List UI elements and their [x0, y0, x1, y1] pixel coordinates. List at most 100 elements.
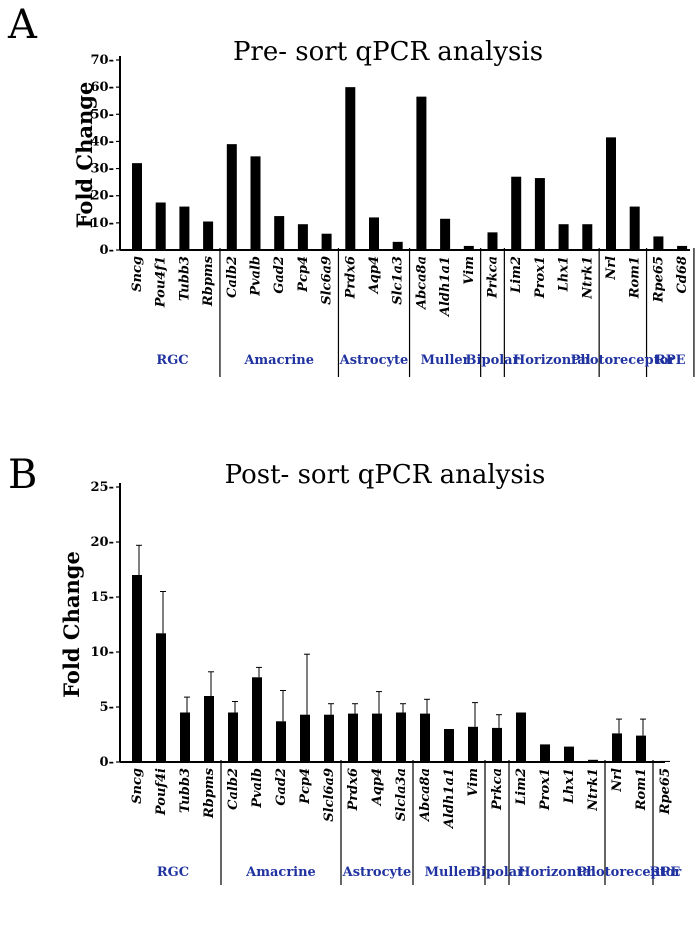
- bar-tubb3: [180, 712, 190, 762]
- x-tick-label: Gad2: [272, 256, 287, 294]
- bar-gad2: [276, 721, 286, 762]
- x-tick-label: Tubb3: [177, 256, 192, 301]
- bar-nrl: [606, 137, 616, 250]
- bar-aldh1a1: [444, 729, 454, 762]
- bar-sncg: [132, 575, 142, 762]
- x-tick-label: Cd68: [675, 256, 690, 294]
- x-tick-label: Slc1a3: [391, 256, 406, 305]
- bar-pouf4i: [156, 633, 166, 762]
- bar-rpe65: [660, 760, 670, 762]
- bar-pvalb: [250, 156, 261, 250]
- group-label-rgc: RGC: [156, 353, 188, 368]
- bar-tubb3: [179, 206, 190, 250]
- group-label-photoreceptor: Photoreceptor: [571, 353, 676, 368]
- x-tick-label: Pvalb: [249, 256, 264, 297]
- bar-pvalb: [252, 677, 262, 762]
- x-tick-label: Pcp4: [296, 256, 311, 293]
- x-tick-label: Aqp4: [367, 256, 382, 295]
- x-tick-label: Nrl: [610, 768, 625, 793]
- x-tick-label: Vim: [466, 768, 481, 797]
- x-tick-label: Gad2: [274, 768, 289, 806]
- x-tick-label: Rom1: [628, 256, 643, 299]
- x-tick-label: Rom1: [634, 768, 649, 811]
- panel-letter: B: [8, 452, 37, 498]
- y-tick-label: 20-: [91, 189, 115, 204]
- group-label-rgc: RGC: [157, 865, 189, 880]
- y-tick-label: 10-: [91, 645, 115, 660]
- y-tick-label: 50-: [91, 107, 115, 122]
- group-label-rpe: RPE: [655, 353, 686, 368]
- x-tick-label: Pouf4i: [154, 768, 169, 816]
- x-tick-label: Nrl: [604, 256, 619, 281]
- bar-rom1: [636, 735, 646, 762]
- x-tick-label: Ntrk1: [580, 256, 595, 300]
- bar-sncg: [132, 163, 142, 250]
- bar-prox1: [540, 744, 550, 762]
- x-tick-label: Vim: [462, 256, 477, 285]
- group-label-rpe: RPE: [650, 865, 681, 880]
- group-label-horizontal: Horizontal: [513, 353, 591, 368]
- bar-rbpms: [203, 221, 214, 250]
- y-tick-label: 15-: [91, 590, 115, 605]
- group-label-bipolar: Bipolar: [470, 865, 524, 880]
- bar-cd68: [677, 245, 688, 250]
- panel-letter: A: [7, 2, 38, 48]
- group-label-astrocyte: Astrocyte: [339, 353, 409, 368]
- bar-lim2: [516, 712, 526, 762]
- x-tick-label: Abca8a: [414, 256, 429, 311]
- bar-pcp4: [300, 714, 310, 762]
- bar-slcl6a9: [324, 714, 334, 762]
- bar-lhx1: [564, 746, 574, 762]
- bar-rbpms: [204, 696, 214, 762]
- bar-abca8a: [420, 713, 430, 762]
- x-tick-label: Slcla3a: [394, 768, 409, 821]
- bar-slcla3a: [396, 712, 406, 762]
- y-axis-label: Fold Change: [59, 551, 84, 698]
- y-tick-label: 20-: [91, 535, 115, 550]
- x-tick-label: Aqp4: [370, 768, 385, 807]
- x-tick-label: Prkca: [486, 256, 501, 299]
- bar-prdx6: [345, 87, 356, 251]
- x-tick-label: Prox1: [538, 768, 553, 811]
- y-tick-label: 5-: [100, 700, 114, 715]
- y-tick-label: 40-: [91, 134, 115, 149]
- x-tick-label: Tubb3: [178, 768, 193, 813]
- bar-aqp4: [372, 713, 382, 762]
- y-tick-label: 0-: [100, 755, 114, 770]
- x-tick-label: Prkca: [490, 768, 505, 811]
- bar-calb2: [226, 144, 237, 250]
- bar-lhx1: [558, 224, 569, 250]
- x-tick-label: Sncg: [130, 768, 145, 804]
- group-label-astrocyte: Astrocyte: [342, 865, 412, 880]
- y-tick-label: 10-: [91, 216, 115, 231]
- bar-abca8a: [416, 96, 427, 251]
- bar-pou4f1: [155, 202, 166, 250]
- x-tick-label: Ntrk1: [586, 768, 601, 812]
- bar-rpe65: [653, 236, 664, 250]
- bar-aldh1a1: [440, 218, 451, 250]
- x-tick-label: Calb2: [225, 256, 240, 298]
- x-tick-label: Abca8a: [418, 768, 433, 823]
- group-label-bipolar: Bipolar: [466, 353, 520, 368]
- x-tick-label: Aldh1a1: [442, 768, 457, 830]
- panel-b-post-sort-chart: B Post- sort qPCR analysis Fold Change 0- 5-…: [8, 452, 681, 885]
- group-label-muller: Muller: [425, 865, 474, 880]
- y-tick-label: 60-: [91, 80, 115, 95]
- y-tick-label: 25-: [91, 480, 115, 495]
- x-tick-label: Pcp4: [298, 768, 313, 805]
- x-tick-label: Lim2: [509, 256, 524, 294]
- x-tick-label: Lhx1: [557, 256, 572, 292]
- bar-prkca: [487, 232, 498, 250]
- x-tick-label: Prdx6: [343, 256, 358, 300]
- group-label-photoreceptor: Photoreceptor: [577, 865, 682, 880]
- x-tick-label: Rbpms: [202, 767, 217, 819]
- x-tick-label: Rbpms: [201, 255, 216, 307]
- group-label-amacrine: Amacrine: [245, 865, 316, 880]
- y-tick-label: 0-: [100, 243, 114, 258]
- bar-slc6a9: [321, 233, 332, 250]
- bar-slc1a3: [392, 241, 403, 250]
- bar-lim2: [511, 176, 522, 250]
- x-tick-label: Slc6a9: [320, 256, 335, 305]
- bar-prox1: [534, 178, 545, 250]
